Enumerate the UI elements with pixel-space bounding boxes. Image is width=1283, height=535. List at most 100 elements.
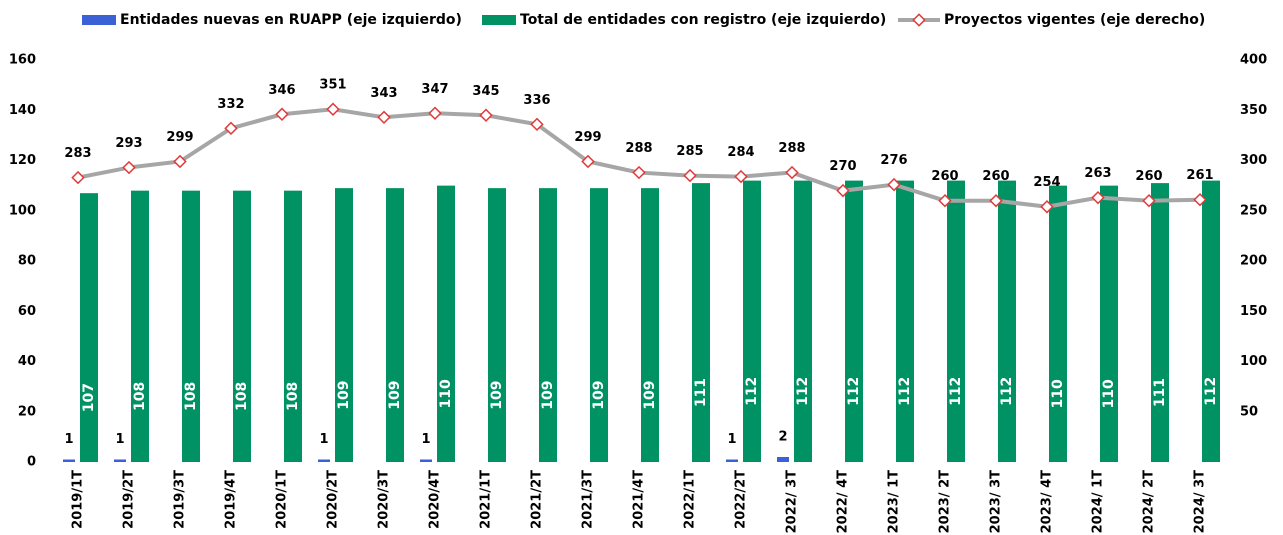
bar	[539, 188, 557, 462]
bar-value-label: 112	[948, 377, 964, 406]
bar-value-label: 110	[1101, 379, 1117, 408]
bar-value-label: 112	[846, 377, 862, 406]
line-marker	[224, 121, 238, 136]
bar-value-label: 2	[778, 429, 787, 444]
x-tick-label: 2022/1T	[683, 470, 698, 529]
x-tick-label: 2020/2T	[326, 470, 341, 529]
line-marker	[1193, 192, 1207, 207]
legend-swatch	[482, 15, 516, 25]
line-marker	[734, 169, 748, 184]
y2-tick-label: 100	[1240, 354, 1267, 369]
line-marker	[785, 165, 799, 180]
line-value-label: 293	[115, 136, 142, 151]
x-tick-label: 2021/4T	[632, 470, 647, 529]
bar-value-label: 112	[744, 377, 760, 406]
bar-value-label: 109	[387, 380, 403, 409]
line-value-label: 263	[1084, 166, 1111, 181]
x-tick-label: 2022/ 3T	[785, 470, 800, 534]
bar	[318, 459, 330, 462]
y2-tick-label: 200	[1240, 254, 1267, 269]
bar	[845, 180, 863, 462]
x-tick-label: 2020/1T	[275, 470, 290, 529]
x-tick-label: 2024/ 3T	[1193, 470, 1208, 534]
bar-value-label: 108	[183, 382, 199, 411]
x-tick-label: 2019/2T	[122, 470, 137, 529]
bar	[726, 459, 738, 462]
line-value-label: 254	[1033, 175, 1060, 190]
line-value-label: 351	[319, 78, 346, 93]
bar	[114, 459, 126, 462]
bar	[131, 190, 149, 462]
line-marker	[581, 154, 595, 169]
line-marker	[938, 193, 952, 208]
y-tick-label: 80	[18, 254, 36, 269]
x-tick-label: 2023/ 2T	[938, 470, 953, 534]
line-value-label: 299	[166, 130, 193, 145]
x-tick-label: 2019/4T	[224, 470, 239, 529]
bar-value-label: 109	[336, 380, 352, 409]
x-tick-label: 2020/3T	[377, 470, 392, 529]
y-tick-label: 100	[9, 203, 36, 218]
bar-value-label: 107	[81, 383, 97, 412]
bar	[641, 188, 659, 462]
y-tick-label: 20	[18, 404, 36, 419]
bar	[63, 459, 75, 462]
bar	[1049, 185, 1067, 462]
line-value-label: 336	[523, 93, 550, 108]
bar-value-label: 108	[285, 382, 301, 411]
y-tick-label: 120	[9, 153, 36, 168]
line-value-label: 285	[676, 144, 703, 159]
bar-value-label: 109	[642, 380, 658, 409]
x-tick-label: 2019/1T	[71, 470, 86, 529]
bar-value-label: 111	[1152, 378, 1168, 407]
line-value-label: 260	[931, 169, 958, 184]
line-marker	[632, 165, 646, 180]
line-marker	[1040, 200, 1054, 214]
bar	[998, 180, 1016, 462]
bar	[743, 180, 761, 462]
bar-value-label: 108	[234, 382, 250, 411]
bar	[1100, 185, 1118, 462]
y2-tick-label: 250	[1240, 203, 1267, 218]
bar	[437, 185, 455, 462]
bar	[1202, 180, 1220, 462]
y-tick-label: 140	[9, 103, 36, 118]
bar	[335, 188, 353, 462]
bar-value-label: 110	[1050, 379, 1066, 408]
legend-swatch	[82, 15, 116, 25]
line-marker	[530, 117, 544, 132]
line-value-label: 288	[625, 141, 652, 156]
y2-tick-label: 50	[1240, 404, 1258, 419]
x-tick-label: 2021/2T	[530, 470, 545, 529]
bar	[1151, 183, 1169, 463]
line-marker	[326, 102, 340, 116]
bar	[777, 456, 789, 462]
bar	[182, 190, 200, 462]
bar-value-label: 112	[795, 377, 811, 406]
bar-value-label: 112	[897, 377, 913, 406]
x-tick-label: 2023/ 1T	[887, 470, 902, 534]
bar-value-label: 111	[693, 378, 709, 407]
bar-value-label: 109	[591, 380, 607, 409]
x-tick-label: 2022/ 4T	[836, 470, 851, 534]
line-value-label: 260	[982, 169, 1009, 184]
y-tick-label: 60	[18, 304, 36, 319]
line-value-label: 288	[778, 141, 805, 156]
line-marker	[887, 177, 901, 192]
bar-value-label: 112	[1203, 377, 1219, 406]
bar	[386, 188, 404, 462]
line-value-label: 270	[829, 159, 856, 174]
legend-label: Total de entidades con registro (eje izq…	[520, 12, 886, 28]
x-tick-label: 2023/ 4T	[1040, 470, 1055, 534]
bar-value-label: 108	[132, 382, 148, 411]
line-marker	[377, 110, 391, 125]
y-tick-label: 0	[27, 455, 36, 470]
y-tick-label: 40	[18, 354, 36, 369]
bar-value-label: 1	[115, 432, 124, 447]
line-value-label: 346	[268, 83, 295, 98]
x-tick-label: 2024/ 2T	[1142, 470, 1157, 534]
line-marker	[836, 183, 850, 198]
line-value-label: 347	[421, 82, 448, 97]
bar-value-label: 109	[489, 380, 505, 409]
y2-tick-label: 300	[1240, 153, 1267, 168]
